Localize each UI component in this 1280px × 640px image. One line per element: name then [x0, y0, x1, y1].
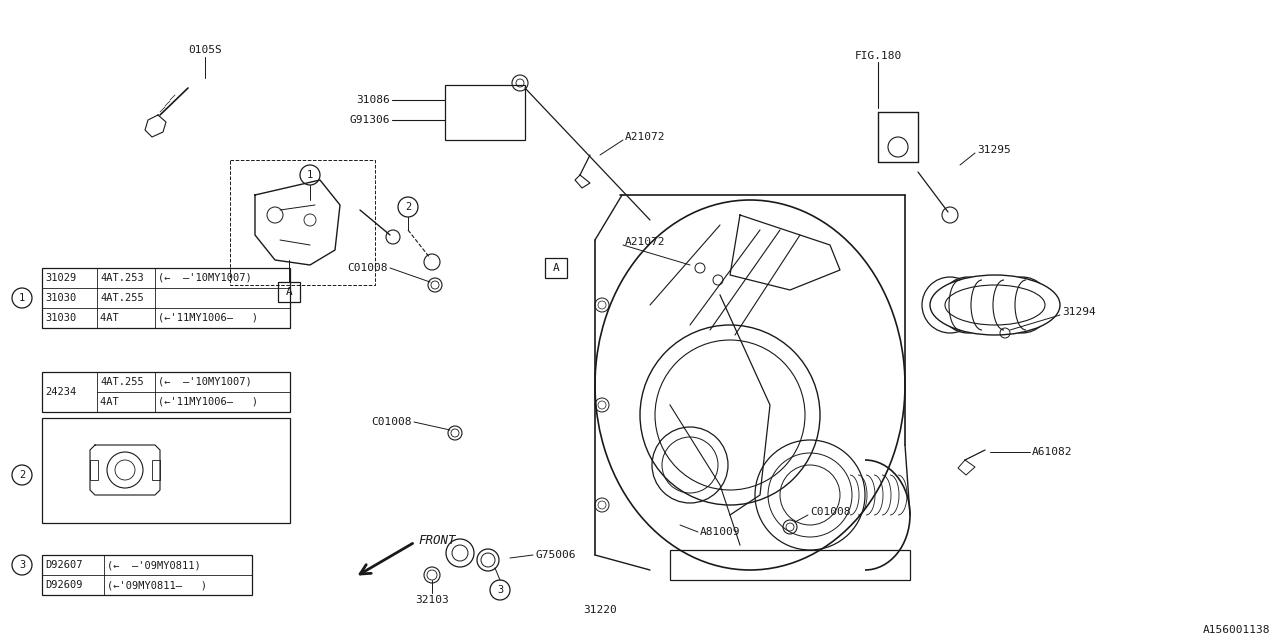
Text: 31030: 31030: [45, 293, 77, 303]
Text: D92609: D92609: [45, 580, 82, 590]
Bar: [42, 268, 291, 328]
Text: (←  –'10MY1007): (← –'10MY1007): [157, 377, 252, 387]
Text: 2: 2: [404, 202, 411, 212]
Text: D92607: D92607: [45, 560, 82, 570]
Text: A21072: A21072: [625, 132, 666, 142]
Text: A61082: A61082: [1032, 447, 1073, 457]
Text: 31295: 31295: [977, 145, 1011, 155]
Text: 4AT.253: 4AT.253: [100, 273, 143, 283]
Bar: [42, 372, 291, 412]
Bar: [42, 418, 291, 523]
Text: C01008: C01008: [810, 507, 850, 517]
Text: 31030: 31030: [45, 313, 77, 323]
Text: (←  –'10MY1007): (← –'10MY1007): [157, 273, 252, 283]
Text: 4AT.255: 4AT.255: [100, 377, 143, 387]
Text: C01008: C01008: [371, 417, 412, 427]
Bar: [278, 282, 300, 302]
Text: G75006: G75006: [535, 550, 576, 560]
Text: 24234: 24234: [45, 387, 77, 397]
Ellipse shape: [931, 275, 1060, 335]
Text: 4AT: 4AT: [100, 313, 143, 323]
Text: 3: 3: [19, 560, 26, 570]
Text: (←'11MY1006–   ): (←'11MY1006– ): [157, 313, 259, 323]
Text: 1: 1: [307, 170, 314, 180]
Text: A: A: [553, 263, 559, 273]
Text: (←  –'09MY0811): (← –'09MY0811): [108, 560, 201, 570]
Text: 3: 3: [497, 585, 503, 595]
Text: 1: 1: [19, 293, 26, 303]
Text: 4AT: 4AT: [100, 397, 143, 407]
Text: 31220: 31220: [584, 605, 617, 615]
Text: (←'11MY1006–   ): (←'11MY1006– ): [157, 397, 259, 407]
Text: A81009: A81009: [700, 527, 741, 537]
Text: 2: 2: [19, 470, 26, 480]
Text: (←'09MY0811–   ): (←'09MY0811– ): [108, 580, 207, 590]
Text: A21072: A21072: [625, 237, 666, 247]
Text: FIG.180: FIG.180: [854, 51, 901, 61]
Bar: [445, 85, 525, 140]
Bar: [90, 460, 99, 480]
Bar: [545, 258, 567, 278]
Text: A: A: [285, 287, 292, 297]
Text: 31029: 31029: [45, 273, 77, 283]
Bar: [669, 550, 910, 580]
Text: 31086: 31086: [356, 95, 390, 105]
Text: 31294: 31294: [1062, 307, 1096, 317]
Text: 0105S: 0105S: [188, 45, 221, 55]
Text: G91306: G91306: [349, 115, 390, 125]
Text: 4AT.255: 4AT.255: [100, 293, 143, 303]
Text: 32103: 32103: [415, 595, 449, 605]
Text: A156001138: A156001138: [1202, 625, 1270, 635]
Text: FRONT: FRONT: [419, 534, 456, 547]
Bar: [42, 555, 252, 595]
Text: C01008: C01008: [347, 263, 388, 273]
Bar: [152, 460, 160, 480]
